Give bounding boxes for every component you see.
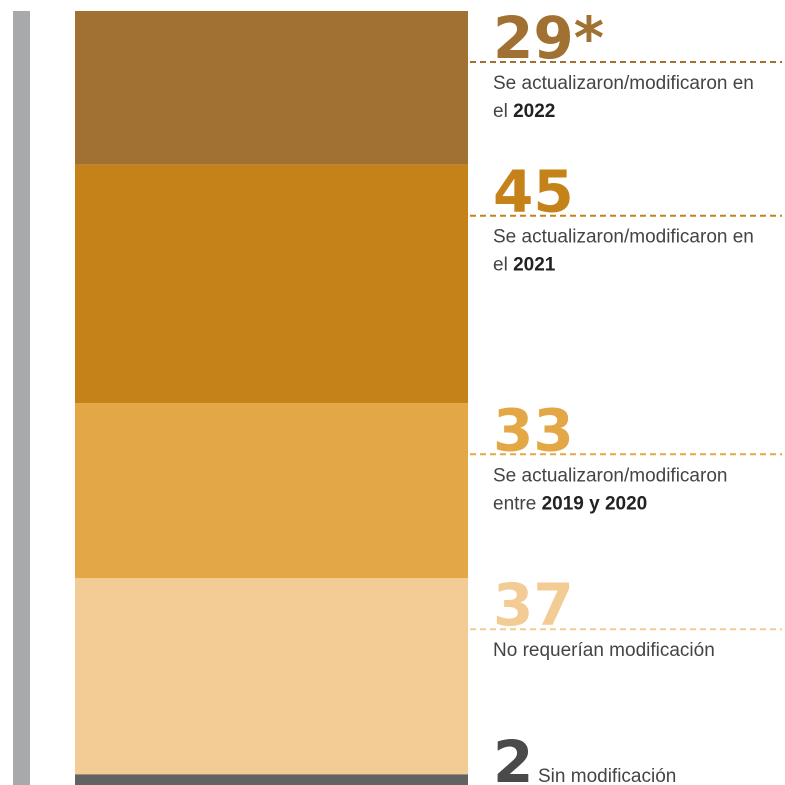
value-label: 45 — [493, 158, 574, 226]
series-name: Sin modificación — [538, 766, 676, 785]
series-name: No requerían modificación — [493, 640, 715, 661]
series-name-cont: el — [493, 255, 513, 276]
segment — [75, 774, 468, 785]
series-highlight: 2021 — [513, 255, 556, 276]
segment — [75, 164, 468, 404]
value-text: 2 — [493, 728, 533, 785]
series-name-cont: entre — [493, 493, 542, 514]
series-name-cont: el — [493, 101, 513, 122]
side-bar — [13, 11, 30, 785]
series-label: el 2021 — [493, 255, 556, 276]
value-label: 37 — [493, 571, 574, 639]
value-text: 37 — [493, 571, 574, 639]
series-label: Se actualizaron/modificaron — [493, 465, 727, 486]
series-name: Se actualizaron/modificaron — [493, 465, 727, 486]
value-label: 2 — [493, 728, 533, 785]
series-label: Se actualizaron/modificaron en — [493, 227, 754, 248]
series-label: el 2022 — [493, 101, 555, 122]
series-highlight: 2019 y 2020 — [542, 493, 648, 514]
series-highlight: 2022 — [513, 101, 555, 122]
series-label: No requerían modificación — [493, 640, 715, 661]
series-name: Se actualizaron/modificaron en — [493, 227, 754, 248]
segment — [75, 578, 468, 775]
value-text: 33 — [493, 396, 574, 464]
value-text: 29* — [493, 4, 604, 72]
segment — [75, 11, 468, 165]
series-name: Se actualizaron/modificaron en — [493, 73, 754, 94]
value-label: 33 — [493, 396, 574, 464]
series-label: Sin modificación — [538, 766, 676, 785]
series-label: Se actualizaron/modificaron en — [493, 73, 754, 94]
series-label: entre 2019 y 2020 — [493, 493, 647, 514]
value-text: 45 — [493, 158, 574, 226]
segment — [75, 403, 468, 579]
value-label: 29* — [493, 4, 604, 72]
